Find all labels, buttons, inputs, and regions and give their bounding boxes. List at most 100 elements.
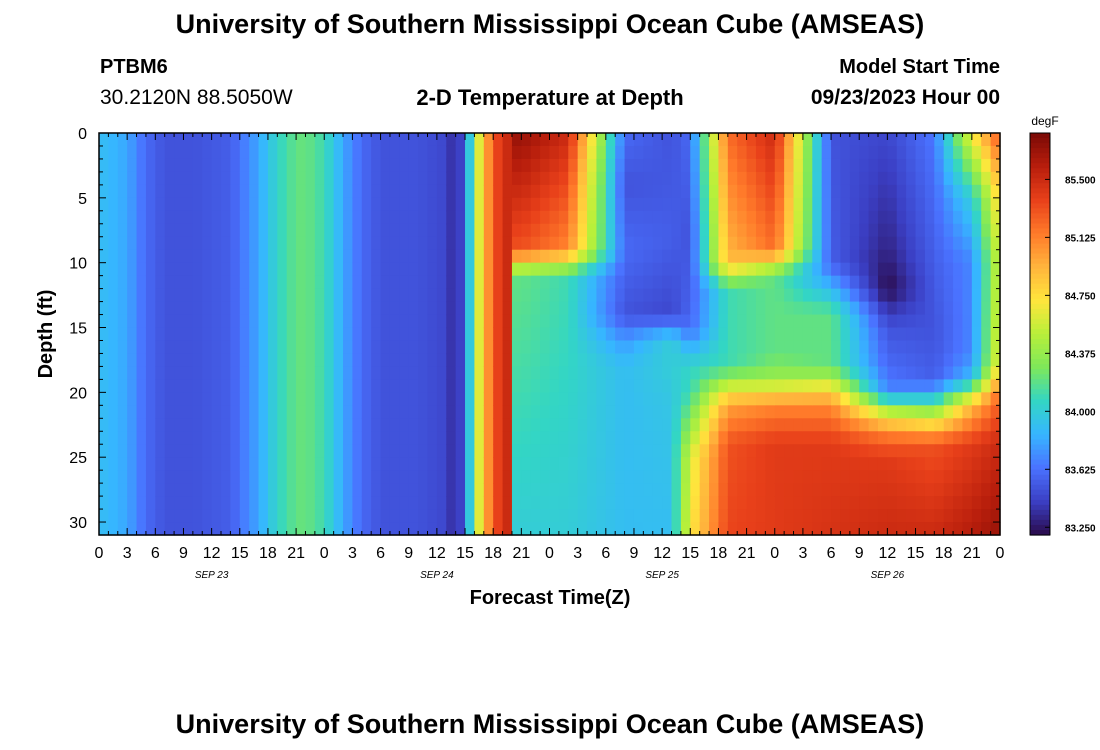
- heatmap-cell: [971, 249, 982, 264]
- heatmap-cell: [371, 470, 382, 484]
- heatmap-cell: [155, 340, 166, 355]
- heatmap-cell: [183, 431, 194, 445]
- heatmap-cell: [615, 288, 626, 303]
- heatmap-cell: [690, 522, 701, 536]
- heatmap-cell: [906, 210, 917, 225]
- x-tick-label: 6: [376, 545, 385, 562]
- heatmap-cell: [286, 405, 297, 419]
- heatmap-cell: [239, 184, 250, 199]
- heatmap-cell: [587, 158, 598, 173]
- heatmap-cell: [249, 288, 260, 303]
- heatmap-cell: [502, 353, 513, 368]
- heatmap-cell: [483, 249, 494, 264]
- heatmap-cell: [380, 340, 391, 355]
- heatmap-cell: [577, 444, 588, 458]
- heatmap-cell: [164, 353, 175, 368]
- heatmap-cell: [849, 171, 860, 186]
- heatmap-cell: [793, 236, 804, 251]
- heatmap-cell: [624, 431, 635, 445]
- heatmap-cell: [643, 483, 654, 497]
- heatmap-cell: [296, 392, 307, 406]
- heatmap-cell: [868, 483, 879, 497]
- heatmap-cell: [596, 158, 607, 173]
- heatmap-cell: [418, 301, 429, 316]
- heatmap-cell: [333, 184, 344, 199]
- heatmap-cell: [849, 418, 860, 432]
- heatmap-cell: [446, 405, 457, 419]
- heatmap-cell: [915, 379, 926, 393]
- heatmap-cell: [277, 392, 288, 406]
- heatmap-cell: [849, 275, 860, 290]
- heatmap-cell: [117, 405, 128, 419]
- heatmap-cell: [971, 236, 982, 251]
- heatmap-cell: [155, 171, 166, 186]
- heatmap-cell: [652, 509, 663, 523]
- heatmap-cell: [624, 470, 635, 484]
- heatmap-cell: [699, 470, 710, 484]
- heatmap-cell: [840, 288, 851, 303]
- heatmap-cell: [971, 353, 982, 368]
- heatmap-cell: [953, 275, 964, 290]
- heatmap-cell: [765, 158, 776, 173]
- heatmap-cell: [577, 249, 588, 264]
- heatmap-cell: [108, 262, 119, 277]
- heatmap-cell: [690, 431, 701, 445]
- heatmap-cell: [239, 340, 250, 355]
- heatmap-cell: [465, 171, 476, 186]
- heatmap-cell: [455, 262, 466, 277]
- heatmap-cell: [399, 249, 410, 264]
- heatmap-cell: [652, 392, 663, 406]
- heatmap-cell: [802, 353, 813, 368]
- heatmap-cell: [174, 275, 185, 290]
- heatmap-cell: [174, 522, 185, 536]
- heatmap-cell: [136, 431, 147, 445]
- heatmap-cell: [690, 184, 701, 199]
- heatmap-cell: [605, 444, 616, 458]
- heatmap-cell: [408, 431, 419, 445]
- heatmap-cell: [333, 522, 344, 536]
- heatmap-cell: [887, 275, 898, 290]
- heatmap-cell: [990, 366, 1001, 380]
- heatmap-cell: [145, 470, 156, 484]
- heatmap-cell: [286, 379, 297, 393]
- heatmap-cell: [840, 483, 851, 497]
- heatmap-cell: [981, 262, 992, 277]
- heatmap-cell: [314, 133, 325, 147]
- heatmap-cell: [831, 509, 842, 523]
- heatmap-cell: [230, 431, 241, 445]
- heatmap-cell: [192, 197, 203, 212]
- heatmap-cell: [662, 171, 673, 186]
- heatmap-cell: [361, 522, 372, 536]
- colorbar-swatch: [1030, 218, 1050, 225]
- heatmap-cell: [314, 353, 325, 368]
- heatmap-cell: [840, 340, 851, 355]
- heatmap-cell: [530, 405, 541, 419]
- heatmap-cell: [474, 184, 485, 199]
- heatmap-cell: [455, 184, 466, 199]
- heatmap-cell: [127, 431, 138, 445]
- heatmap-cell: [117, 379, 128, 393]
- heatmap-cell: [633, 483, 644, 497]
- heatmap-cell: [755, 184, 766, 199]
- heatmap-cell: [155, 353, 166, 368]
- heatmap-cell: [380, 275, 391, 290]
- heatmap-cell: [962, 171, 973, 186]
- heatmap-cell: [812, 431, 823, 445]
- heatmap-cell: [333, 405, 344, 419]
- heatmap-cell: [277, 327, 288, 342]
- heatmap-cell: [249, 392, 260, 406]
- heatmap-cell: [849, 431, 860, 445]
- heatmap-cell: [408, 249, 419, 264]
- heatmap-cell: [971, 509, 982, 523]
- heatmap-cell: [549, 301, 560, 316]
- heatmap-cell: [436, 340, 447, 355]
- heatmap-cell: [493, 483, 504, 497]
- heatmap-cell: [277, 483, 288, 497]
- heatmap-cell: [239, 145, 250, 160]
- heatmap-cell: [267, 379, 278, 393]
- heatmap-cell: [399, 171, 410, 186]
- heatmap-cell: [981, 418, 992, 432]
- heatmap-cell: [446, 314, 457, 329]
- heatmap-cell: [624, 275, 635, 290]
- heatmap-cell: [784, 392, 795, 406]
